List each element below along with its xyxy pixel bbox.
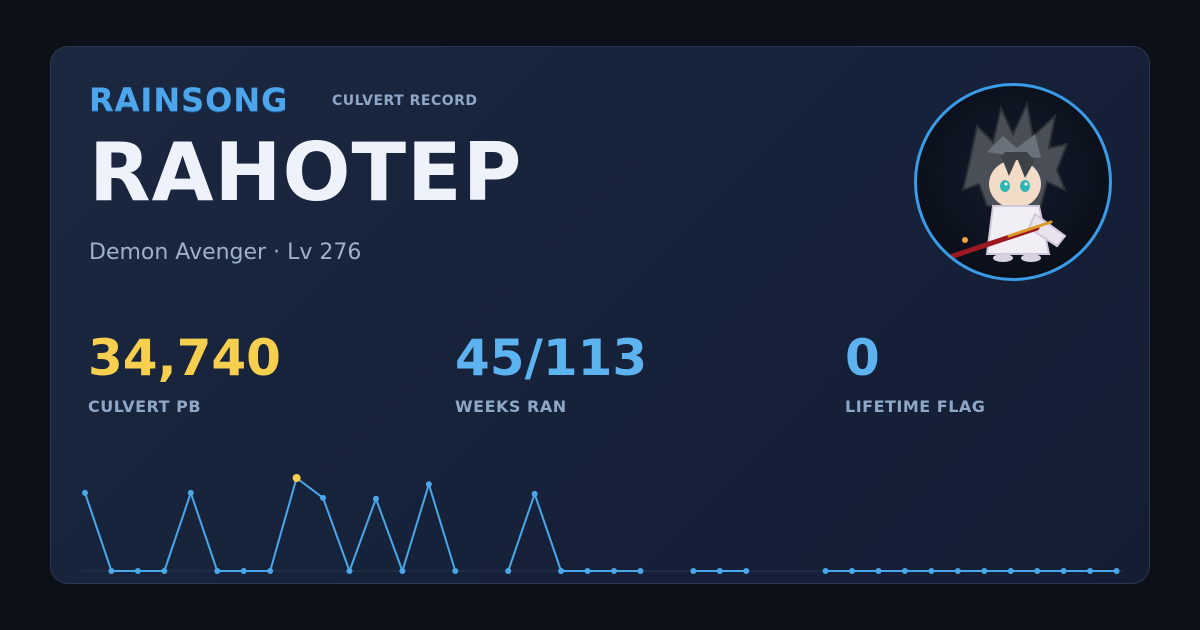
sparkline-point: [531, 490, 538, 497]
sparkline-point: [425, 481, 432, 488]
sparkline-point: [108, 568, 115, 574]
sparkline-point: [1113, 568, 1120, 574]
sparkline-point: [611, 568, 617, 574]
lifetime-flag-label: LIFETIME FLAG: [845, 397, 986, 416]
sparkline-point: [320, 494, 327, 501]
sparkline-point: [901, 568, 908, 574]
sparkline-point: [981, 568, 988, 574]
lifetime-flag-value: 0: [845, 329, 880, 387]
character-info: Demon Avenger · Lv 276: [89, 240, 362, 265]
culvert-pb-label: CULVERT PB: [88, 397, 202, 416]
sparkline-point: [346, 568, 353, 574]
sparkline-series-segment: [507, 492, 641, 572]
sparkline-point: [1087, 568, 1094, 574]
profile-card: RAINSONG CULVERT RECORD RAHOTEP Demon Av…: [50, 46, 1150, 584]
sparkline-point: [267, 568, 274, 574]
sparkline-point: [822, 568, 829, 574]
record-subtitle: CULVERT RECORD: [332, 93, 478, 109]
sparkline-point: [1060, 568, 1067, 574]
sparkline-point: [558, 568, 565, 574]
sparkline-point: [240, 568, 247, 574]
sparkline-point: [849, 568, 856, 574]
sparkline-point: [187, 489, 194, 496]
weeks-ran-value: 45/113: [455, 329, 648, 387]
sparkline-point: [743, 568, 750, 574]
sparkline-point: [505, 568, 512, 574]
sparkline-point: [214, 568, 221, 574]
sparkline-point: [134, 568, 141, 574]
sparkline-point: [716, 568, 723, 574]
sparkline-point: [1034, 568, 1041, 574]
culvert-pb-value: 34,740: [88, 329, 281, 387]
sparkline-point: [928, 568, 935, 574]
character-name: RAHOTEP: [89, 126, 523, 219]
sparkline-point: [584, 568, 591, 574]
sparkline-point: [399, 568, 406, 574]
score-sparkline: [81, 474, 1123, 574]
sparkline-series-segment: [84, 477, 457, 572]
sparkline-point: [690, 568, 697, 574]
sparkline-point: [875, 568, 882, 574]
brand-logo: RAINSONG: [89, 81, 289, 119]
sparkline-best-point: [292, 474, 301, 482]
sparkline-point: [1007, 568, 1014, 574]
sparkline-point: [954, 568, 961, 574]
weeks-ran-label: WEEKS RAN: [455, 397, 567, 416]
sparkline-point: [372, 495, 379, 502]
character-avatar-icon: [914, 83, 1112, 281]
sparkline-point: [452, 568, 459, 574]
sparkline-point: [637, 568, 644, 574]
sparkline-point: [82, 489, 88, 496]
sparkline-point: [161, 568, 168, 574]
